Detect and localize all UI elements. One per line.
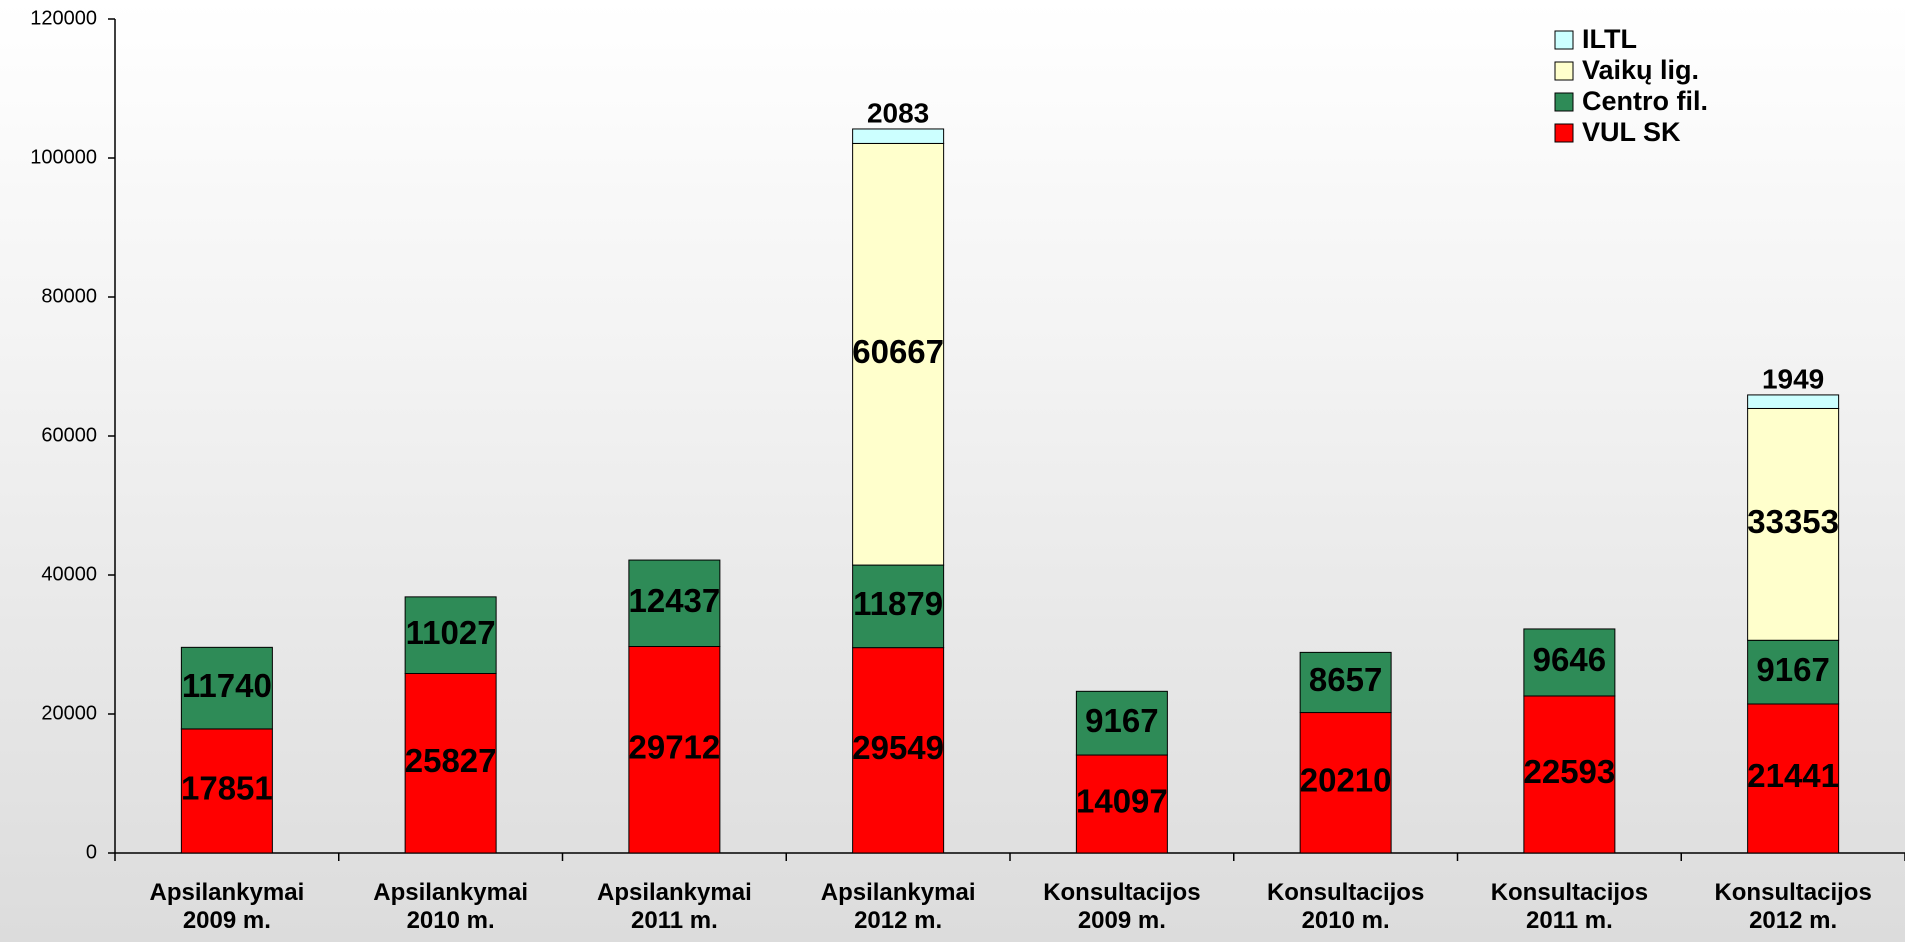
- value-label: 21441: [1747, 757, 1839, 794]
- value-label: 9167: [1085, 702, 1158, 739]
- value-label: 11879: [853, 585, 943, 622]
- bar-segment: [404, 596, 497, 675]
- value-label: 12437: [628, 582, 720, 619]
- value-label: 2083: [867, 97, 929, 128]
- legend-label: Centro fil.: [1582, 86, 1708, 116]
- value-label: 22593: [1523, 753, 1615, 790]
- legend-swatch: [1554, 30, 1574, 50]
- bar-segment: [852, 564, 945, 649]
- bar-segment: [628, 646, 721, 854]
- value-label: 9646: [1533, 641, 1606, 678]
- value-label: 1949: [1762, 363, 1824, 394]
- value-label: 11740: [182, 667, 272, 704]
- bar-segment: [180, 728, 273, 854]
- x-tick-label: Konsultacijos 2009 m.: [1043, 879, 1201, 934]
- legend-swatch: [1554, 61, 1574, 81]
- bar-segment: [852, 142, 945, 566]
- value-label: 29712: [628, 728, 720, 765]
- bar-segment: [1299, 712, 1392, 854]
- y-tick-label: 100000: [30, 146, 97, 168]
- bar-segment: [1075, 690, 1168, 756]
- bar-segment: [1747, 394, 1840, 409]
- legend-swatch: [1554, 92, 1574, 112]
- bar-segment: [1075, 754, 1168, 854]
- legend-label: ILTL: [1582, 24, 1637, 54]
- legend-label: VUL SK: [1582, 117, 1681, 147]
- x-tick-label: Konsultacijos 2011 m.: [1490, 879, 1649, 934]
- value-label: 60667: [852, 333, 944, 370]
- bar-segment: [180, 646, 273, 730]
- bar-segment: [1747, 639, 1840, 705]
- y-tick-label: 0: [86, 841, 97, 863]
- value-label: 20210: [1300, 761, 1392, 798]
- y-tick-label: 20000: [41, 702, 97, 724]
- legend-label: Vaikų lig.: [1582, 55, 1699, 85]
- y-tick-label: 120000: [30, 7, 97, 29]
- x-tick-label: Apsilankymai 2009 m.: [149, 879, 305, 934]
- bar-segment: [1523, 695, 1616, 854]
- bar-segment: [1523, 628, 1616, 697]
- value-label: 8657: [1309, 661, 1382, 698]
- value-label: 11027: [406, 614, 496, 651]
- bar-segment: [404, 673, 497, 854]
- value-label: 29549: [852, 729, 944, 766]
- legend-swatch: [1554, 123, 1574, 143]
- value-label: 14097: [1076, 783, 1168, 820]
- x-tick-label: Apsilankymai 2012 m.: [820, 879, 976, 934]
- y-tick-label: 40000: [41, 563, 97, 585]
- value-label: 25827: [405, 742, 497, 779]
- bar-segment: [1747, 407, 1840, 641]
- value-label: 9167: [1756, 651, 1829, 688]
- x-tick-label: Konsultacijos 2010 m.: [1266, 879, 1425, 934]
- x-tick-label: Apsilankymai 2011 m.: [597, 879, 752, 934]
- value-label: 33353: [1747, 503, 1839, 540]
- bar-segment: [628, 559, 721, 648]
- bar-segment: [1299, 651, 1392, 714]
- y-tick-label: 60000: [41, 424, 97, 446]
- y-tick-label: 80000: [41, 285, 97, 307]
- bar-segment: [1747, 703, 1840, 854]
- bar-segment: [852, 128, 945, 144]
- x-tick-label: Apsilankymai 2010 m.: [373, 879, 528, 934]
- x-tick-label: Konsultacijos 2012 m.: [1714, 879, 1872, 934]
- value-label: 17851: [181, 770, 273, 807]
